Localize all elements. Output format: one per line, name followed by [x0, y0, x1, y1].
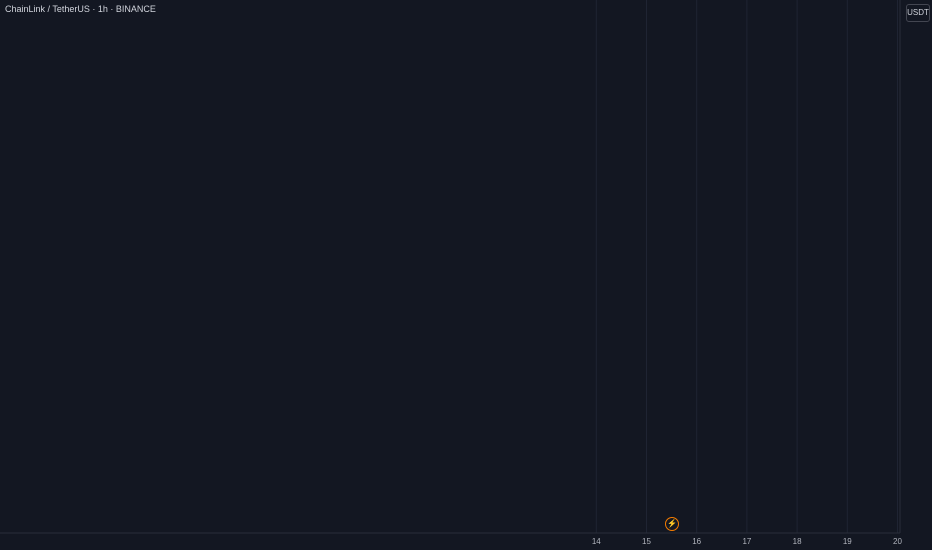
- x-tick-label: 20: [893, 537, 902, 546]
- lightning-icon[interactable]: ⚡: [665, 517, 679, 531]
- x-tick-label: 19: [843, 537, 852, 546]
- x-tick-label: 18: [793, 537, 802, 546]
- x-tick-label: 14: [592, 537, 601, 546]
- currency-button[interactable]: USDT: [906, 4, 930, 22]
- x-tick-label: 16: [692, 537, 701, 546]
- x-tick-label: 17: [742, 537, 751, 546]
- x-tick-label: 15: [642, 537, 651, 546]
- grid-lines: [595, 0, 898, 533]
- symbol-title: ChainLink / TetherUS · 1h · BINANCE: [5, 4, 156, 14]
- time-axis[interactable]: 141516171819202122232425262728293031: [592, 537, 932, 546]
